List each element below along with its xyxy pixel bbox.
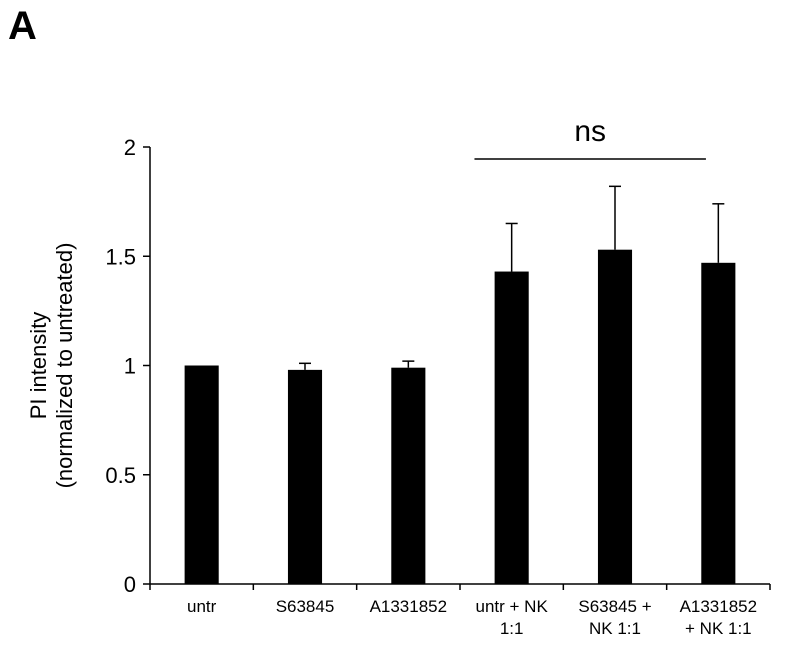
- significance-label: ns: [574, 115, 606, 148]
- y-tick-label: 2: [124, 135, 136, 160]
- y-axis-title: PI intensity (normalized to untreated): [26, 243, 77, 489]
- bar: [287, 369, 323, 584]
- bar: [597, 249, 633, 584]
- bar: [701, 262, 736, 584]
- annotations-group: ns: [474, 115, 706, 160]
- y-axis-title-line: (normalized to untreated): [52, 243, 77, 489]
- y-tick-label: 1: [124, 354, 136, 379]
- category-label: + NK 1:1: [685, 619, 752, 638]
- category-label: NK 1:1: [589, 619, 641, 638]
- panel-label: A: [8, 4, 37, 48]
- y-axis-title-line: PI intensity: [26, 312, 51, 420]
- category-label: untr: [187, 597, 217, 616]
- y-tick-label: 0: [124, 572, 136, 597]
- category-label: 1:1: [500, 619, 524, 638]
- y-tick-label: 1.5: [105, 244, 136, 269]
- bars-group: [184, 249, 736, 584]
- y-tick-label: 0.5: [105, 463, 136, 488]
- y-axis: 0 0.5 1 1.5 2: [105, 135, 151, 597]
- category-label: S63845 +: [578, 597, 651, 616]
- category-label: S63845: [276, 597, 335, 616]
- category-labels: untr S63845 A1331852 untr + NK 1:1 S63845 + NK…: [187, 597, 757, 638]
- x-axis: [149, 583, 771, 590]
- bar: [494, 271, 529, 584]
- category-label: A1331852: [370, 597, 448, 616]
- category-label: untr + NK: [476, 597, 549, 616]
- bar: [391, 367, 426, 584]
- category-label: A1331852: [680, 597, 758, 616]
- error-bars-group: [299, 185, 725, 370]
- bar: [184, 365, 219, 584]
